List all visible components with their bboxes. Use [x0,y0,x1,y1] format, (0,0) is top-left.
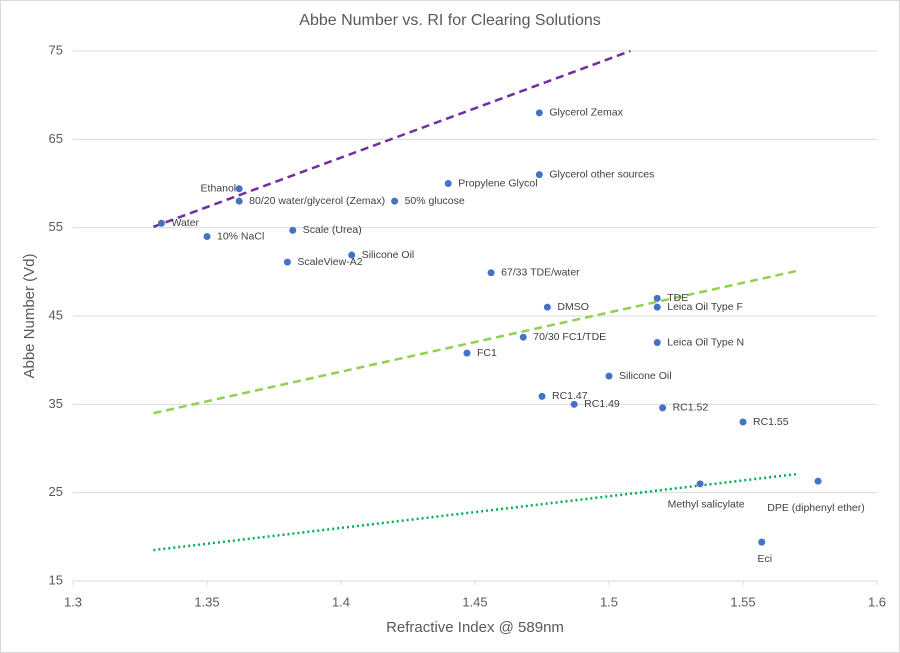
point-label: Leica Oil Type N [667,336,744,348]
y-tick-label: 25 [49,484,63,499]
y-tick-label: 55 [49,219,63,234]
point [653,303,661,311]
point-label: 67/33 TDE/water [501,266,580,278]
y-axis-title: Abbe Number (Vd) [21,253,38,378]
y-tick-label: 35 [49,396,63,411]
point-label: ScaleView-A2 [297,256,362,268]
y-tick-label: 75 [49,42,63,57]
point-label: RC1.49 [584,398,620,410]
point [696,480,704,488]
point [463,349,471,357]
x-tick-label: 1.6 [868,594,886,609]
point [814,477,822,485]
point [444,180,452,187]
point-label: Propylene Glycol [458,177,537,189]
point [659,404,667,412]
point-label: RC1.52 [673,402,709,414]
point [348,251,356,259]
point [543,303,551,311]
point-label: Eci [757,553,772,565]
x-tick-label: 1.4 [332,594,350,609]
point [535,171,543,179]
point [538,392,546,400]
point [653,339,661,346]
point-label: Glycerol Zemax [549,107,623,119]
point [605,372,613,380]
x-tick-label: 1.35 [194,594,219,609]
point [535,109,543,117]
point [235,197,243,205]
point-label: RC1.47 [552,390,588,402]
x-tick-label: 1.3 [64,594,82,609]
point-label: 70/30 FC1/TDE [533,331,606,343]
point-label: Silicone Oil [362,249,415,261]
point [283,258,291,266]
point [235,185,243,193]
point-label: Glycerol other sources [549,168,654,180]
point-label: Water [171,217,199,229]
y-tick-label: 45 [49,307,63,322]
point-label: Scale (Urea) [303,224,362,236]
point-label: FC1 [477,347,497,359]
trendline [152,49,631,228]
chart-title: Abbe Number vs. RI for Clearing Solution… [299,12,600,29]
trendline [153,269,797,415]
y-tick-label: 65 [49,131,63,146]
point [391,197,399,205]
point [739,418,747,426]
point-label: TDE [667,292,688,304]
point-label: 80/20 water/glycerol (Zemax) [249,195,385,207]
x-axis-title: Refractive Index @ 589nm [386,619,564,636]
x-tick-label: 1.5 [600,594,618,609]
point-label: DPE (diphenyl ether) [767,502,864,514]
point [289,226,297,234]
point [157,219,165,227]
point-label: Leica Oil Type F [667,301,743,313]
point [487,269,495,277]
point [758,538,766,546]
y-tick-label: 15 [49,572,63,587]
point [653,294,661,302]
point-label: Ethanol [201,183,237,195]
point-label: Methyl salicylate [668,499,745,511]
point-label: RC1.55 [753,416,789,428]
x-tick-label: 1.55 [730,594,755,609]
point [570,400,578,408]
point-label: Silicone Oil [619,370,672,382]
point [203,233,211,240]
point-label: DMSO [557,301,589,313]
point-label: 10% NaCl [217,230,264,242]
point [519,333,527,341]
x-tick-label: 1.45 [462,594,487,609]
point-label: 50% glucose [405,195,465,207]
